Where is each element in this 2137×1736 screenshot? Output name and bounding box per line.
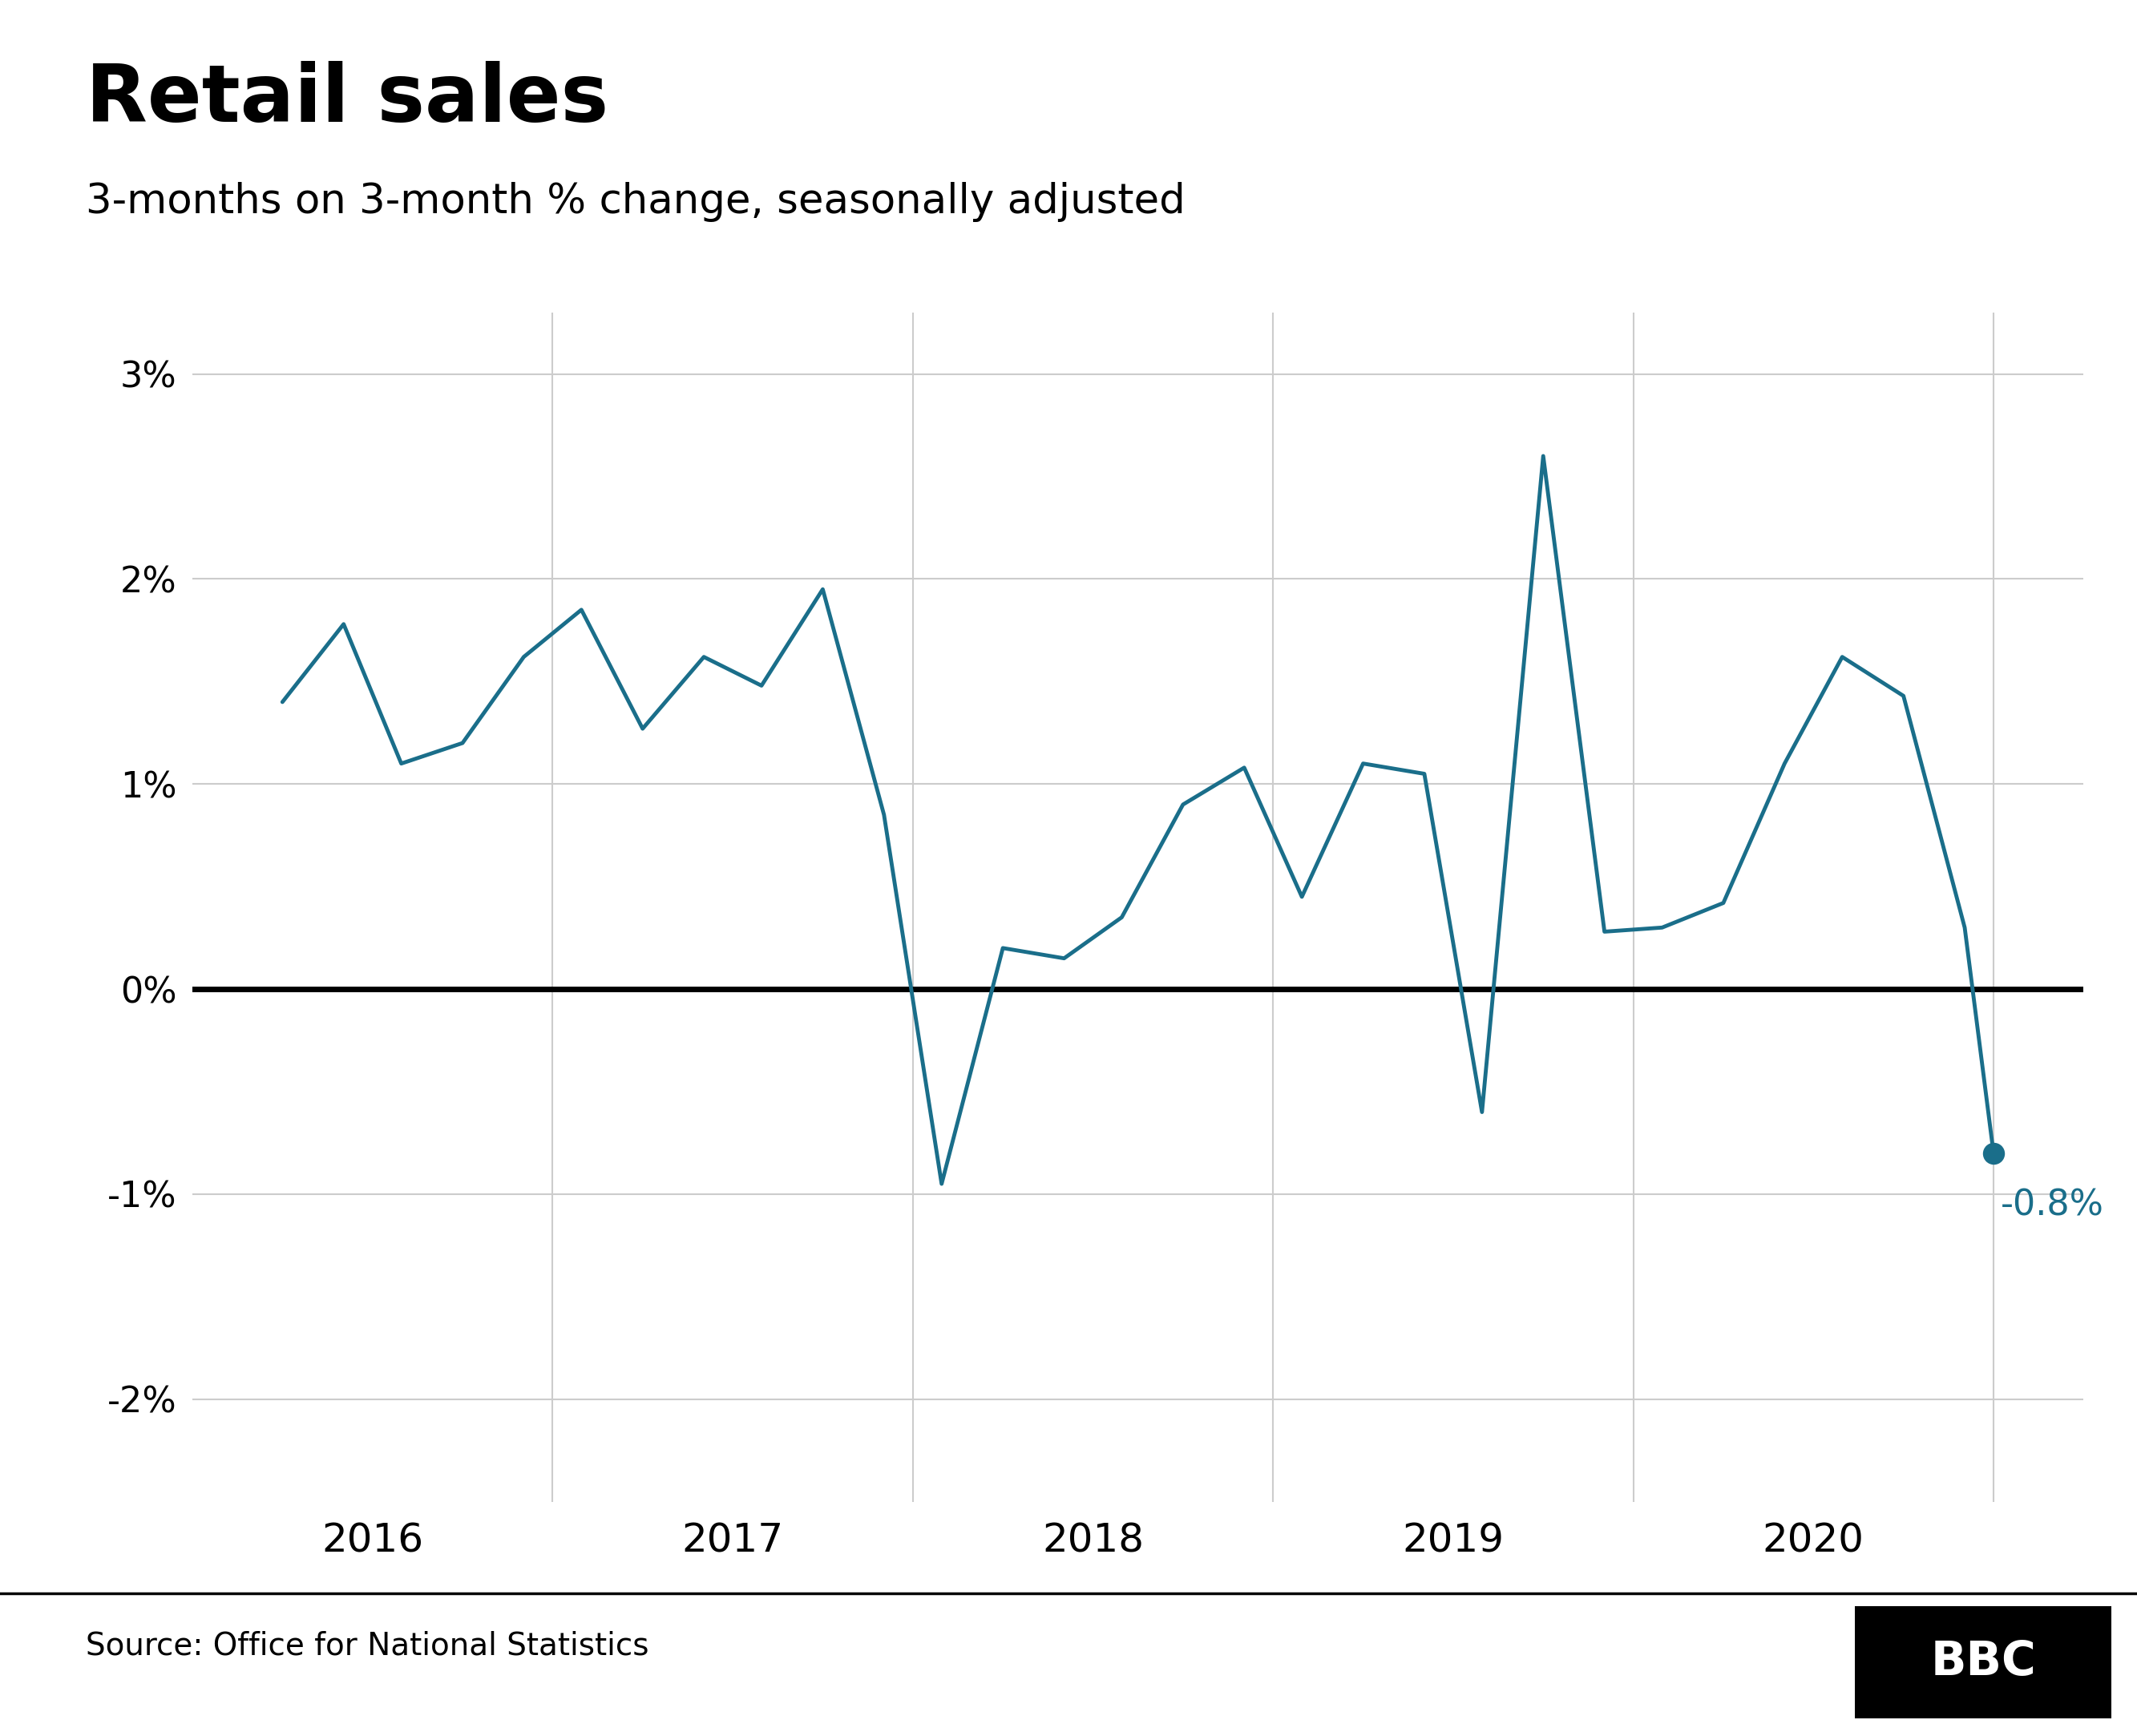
Point [1977, 1139, 2011, 1167]
Text: 3-months on 3-month % change, seasonally adjusted: 3-months on 3-month % change, seasonally… [85, 182, 1186, 222]
Text: BBC: BBC [1930, 1639, 2037, 1686]
Text: Retail sales: Retail sales [85, 61, 609, 139]
Text: Source: Office for National Statistics: Source: Office for National Statistics [85, 1630, 650, 1661]
Text: -0.8%: -0.8% [2000, 1187, 2105, 1222]
